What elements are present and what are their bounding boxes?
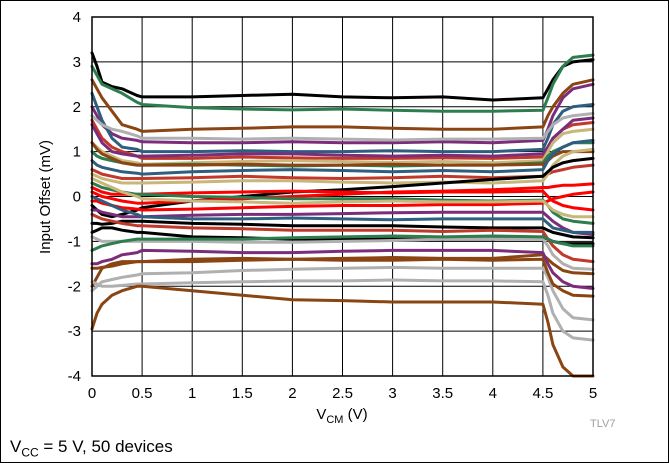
x-tick-label: 1 — [188, 385, 196, 402]
series-line-25 — [90, 212, 595, 264]
x-axis-label-unit: (V) — [343, 406, 367, 423]
x-tick-label: 4.5 — [532, 385, 553, 402]
y-axis-label: Input Offset (mV) — [37, 140, 54, 254]
x-tick-label: 5 — [589, 385, 597, 402]
y-tick-label: -1 — [68, 233, 81, 250]
x-tick-label: 0 — [88, 385, 96, 402]
series-line-3 — [90, 78, 595, 133]
x-tick-label: 3.5 — [432, 385, 453, 402]
series-line-6 — [90, 112, 595, 142]
series-line-1 — [90, 51, 595, 102]
figure-id-label: TLV7 — [590, 418, 615, 430]
plot-border — [91, 16, 594, 377]
series-line-26 — [90, 235, 595, 271]
series-line-12 — [90, 138, 595, 176]
caption-sub: CC — [21, 445, 39, 460]
x-axis-label-sub: CM — [326, 414, 343, 426]
y-tick-label: 3 — [73, 54, 81, 71]
series-group — [90, 51, 595, 378]
x-tick-labels: 0 0.5 1 1.5 2 2.5 3 3.5 4 4.5 5 — [88, 385, 597, 402]
y-tick-label: 1 — [73, 144, 81, 161]
x-tick-label: 4 — [489, 385, 497, 402]
y-tick-label: -3 — [68, 323, 81, 340]
y-tick-label: -2 — [68, 278, 81, 295]
series-line-29 — [90, 265, 595, 322]
chart-caption: VCC = 5 V, 50 devices — [10, 437, 173, 459]
x-axis-label-main: V — [316, 406, 326, 423]
series-line-21 — [90, 195, 595, 234]
x-tick-label: 0.5 — [132, 385, 153, 402]
series-line-16 — [90, 182, 595, 205]
series-line-20 — [90, 208, 595, 237]
series-line-22 — [90, 177, 595, 219]
x-tick-label: 1.5 — [232, 385, 253, 402]
y-tick-label: 2 — [73, 99, 81, 116]
x-tick-label: 2.5 — [332, 385, 353, 402]
series-line-13 — [90, 163, 595, 180]
x-axis-label: VCM (V) — [316, 406, 367, 426]
y-tick-labels: 4 3 2 1 0 -1 -2 -3 -4 — [68, 9, 81, 385]
x-tick-label: 2 — [288, 385, 296, 402]
y-tick-label: 0 — [73, 189, 81, 206]
series-line-30 — [90, 278, 595, 342]
series-line-33 — [90, 257, 595, 298]
series-line-8 — [90, 116, 595, 158]
series-line-27 — [90, 234, 595, 252]
caption-main: V — [10, 437, 22, 456]
series-line-9 — [90, 127, 595, 166]
plot-area-border — [91, 16, 594, 377]
x-tick-label: 3 — [388, 385, 396, 402]
y-tick-label: -4 — [68, 368, 81, 385]
series-line-32 — [90, 284, 595, 378]
series-line-31 — [90, 248, 595, 290]
series-line-2 — [90, 53, 595, 113]
series-line-4 — [90, 82, 595, 145]
caption-rest: = 5 V, 50 devices — [38, 437, 173, 456]
y-tick-label: 4 — [73, 9, 81, 26]
